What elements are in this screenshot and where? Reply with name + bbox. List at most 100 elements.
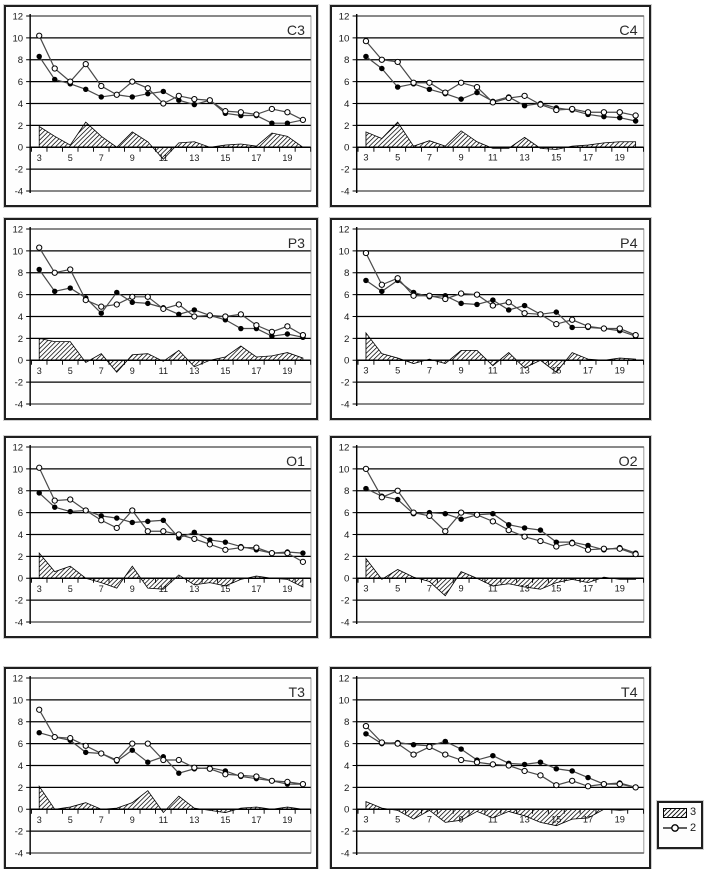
x-tick-label: 3 bbox=[363, 584, 368, 594]
open-circle-marker bbox=[222, 108, 229, 115]
open-circle-marker bbox=[268, 105, 276, 113]
x-tick-label: 5 bbox=[395, 815, 400, 825]
hatch-swatch-icon bbox=[663, 807, 687, 818]
filled-circle-marker bbox=[52, 76, 58, 83]
x-tick-label: 5 bbox=[68, 584, 73, 594]
filled-circle-marker bbox=[363, 53, 369, 60]
open-circle-marker bbox=[553, 543, 560, 550]
x-tick-label: 15 bbox=[220, 366, 230, 376]
open-circle-marker bbox=[394, 487, 401, 494]
open-circle-marker bbox=[489, 518, 497, 525]
chart-svg-O2: 12 10 8 6 4 2 0 -2 -4 3 5 7 9 11 13 15 17 19 O2 bbox=[339, 443, 645, 628]
open-circle-marker bbox=[299, 331, 307, 339]
open-circle-marker bbox=[394, 275, 401, 282]
y-tick-label: -2 bbox=[341, 827, 350, 838]
filled-circle-marker bbox=[52, 288, 58, 295]
open-circle-marker bbox=[489, 99, 497, 106]
open-circle-marker bbox=[175, 531, 182, 538]
open-circle-marker bbox=[206, 541, 213, 548]
y-tick-label: 8 bbox=[344, 55, 349, 66]
open-circle-marker bbox=[113, 91, 120, 98]
open-circle-marker bbox=[160, 528, 167, 535]
filled-circle-marker bbox=[145, 300, 151, 307]
filled-circle-marker bbox=[521, 761, 528, 768]
open-circle-marker bbox=[362, 723, 370, 730]
x-tick-label: 11 bbox=[488, 584, 498, 594]
open-circle-marker bbox=[394, 740, 401, 747]
x-tick-label: 17 bbox=[251, 366, 261, 376]
open-circle-marker bbox=[632, 112, 639, 119]
open-circle-marker bbox=[113, 524, 120, 532]
x-tick-label: 3 bbox=[363, 366, 368, 376]
x-tick-label: 9 bbox=[459, 584, 464, 594]
open-circle-marker bbox=[537, 311, 544, 318]
y-tick-label: 10 bbox=[339, 695, 350, 706]
open-circle-marker bbox=[237, 109, 244, 116]
y-tick-label: 2 bbox=[344, 121, 349, 132]
y-tick-label: 8 bbox=[18, 268, 23, 279]
y-tick-label: 10 bbox=[339, 246, 350, 257]
series-3-area bbox=[365, 557, 637, 597]
filled-circle-marker bbox=[474, 89, 480, 96]
y-tick-label: 10 bbox=[12, 246, 23, 257]
legend-item-3: 3 bbox=[663, 807, 698, 818]
y-tick-label: 0 bbox=[344, 143, 349, 154]
series-1-line bbox=[36, 53, 306, 126]
open-circle-marker bbox=[191, 313, 198, 320]
filled-circle-marker bbox=[284, 331, 291, 337]
series-2-line bbox=[36, 244, 307, 339]
y-axis: 12 10 8 6 4 2 0 -2 -4 bbox=[12, 442, 31, 628]
open-circle-marker bbox=[237, 311, 244, 318]
series-3-area bbox=[365, 800, 636, 827]
x-tick-label: 5 bbox=[68, 153, 73, 163]
filled-circle-marker bbox=[83, 86, 89, 92]
open-circle-marker bbox=[632, 331, 639, 339]
open-circle-marker bbox=[82, 61, 89, 68]
open-circle-marker bbox=[584, 109, 592, 116]
y-tick-label: 4 bbox=[18, 530, 24, 541]
open-circle-marker bbox=[426, 512, 433, 520]
y-tick-label: 6 bbox=[18, 508, 23, 519]
x-tick-label: 17 bbox=[583, 815, 593, 825]
open-circle-marker bbox=[253, 322, 260, 329]
open-circle-marker bbox=[442, 528, 449, 535]
x-tick-label: 11 bbox=[488, 153, 498, 163]
series-3-area bbox=[38, 784, 303, 814]
y-tick-label: 4 bbox=[344, 312, 350, 323]
x-tick-label: 7 bbox=[427, 366, 432, 376]
filled-circle-marker bbox=[222, 539, 229, 545]
open-circle-marker bbox=[36, 32, 43, 39]
series-2-line bbox=[36, 464, 307, 565]
series-2-line bbox=[362, 723, 639, 791]
open-circle-marker bbox=[253, 773, 260, 780]
filled-circle-marker bbox=[379, 288, 385, 295]
y-gridlines bbox=[356, 446, 645, 623]
open-circle-marker bbox=[553, 782, 560, 789]
x-tick-label: 15 bbox=[551, 153, 561, 163]
filled-circle-marker bbox=[490, 511, 496, 517]
x-tick-label: 15 bbox=[551, 584, 561, 594]
y-tick-label: 12 bbox=[12, 673, 23, 684]
y-tick-label: -2 bbox=[341, 596, 350, 607]
chart-title: O1 bbox=[286, 453, 305, 469]
filled-circle-marker bbox=[442, 738, 449, 745]
open-circle-marker bbox=[568, 316, 576, 323]
chart-svg-P3: 12 10 8 6 4 2 0 -2 -4 3 5 7 9 11 13 15 17 19 P3 bbox=[12, 224, 312, 410]
y-tick-label: 0 bbox=[18, 356, 23, 367]
open-circle-marker bbox=[410, 79, 417, 86]
y-tick-label: 0 bbox=[18, 805, 23, 816]
open-circle-marker bbox=[537, 537, 544, 545]
y-tick-label: 10 bbox=[339, 464, 350, 475]
y-tick-label: 0 bbox=[18, 143, 23, 154]
y-tick-label: 4 bbox=[344, 99, 350, 110]
x-tick-label: 19 bbox=[282, 366, 292, 376]
x-tick-label: 17 bbox=[583, 584, 593, 594]
open-circle-marker bbox=[222, 546, 229, 553]
y-tick-label: 6 bbox=[18, 290, 23, 301]
y-tick-label: -2 bbox=[15, 378, 23, 389]
